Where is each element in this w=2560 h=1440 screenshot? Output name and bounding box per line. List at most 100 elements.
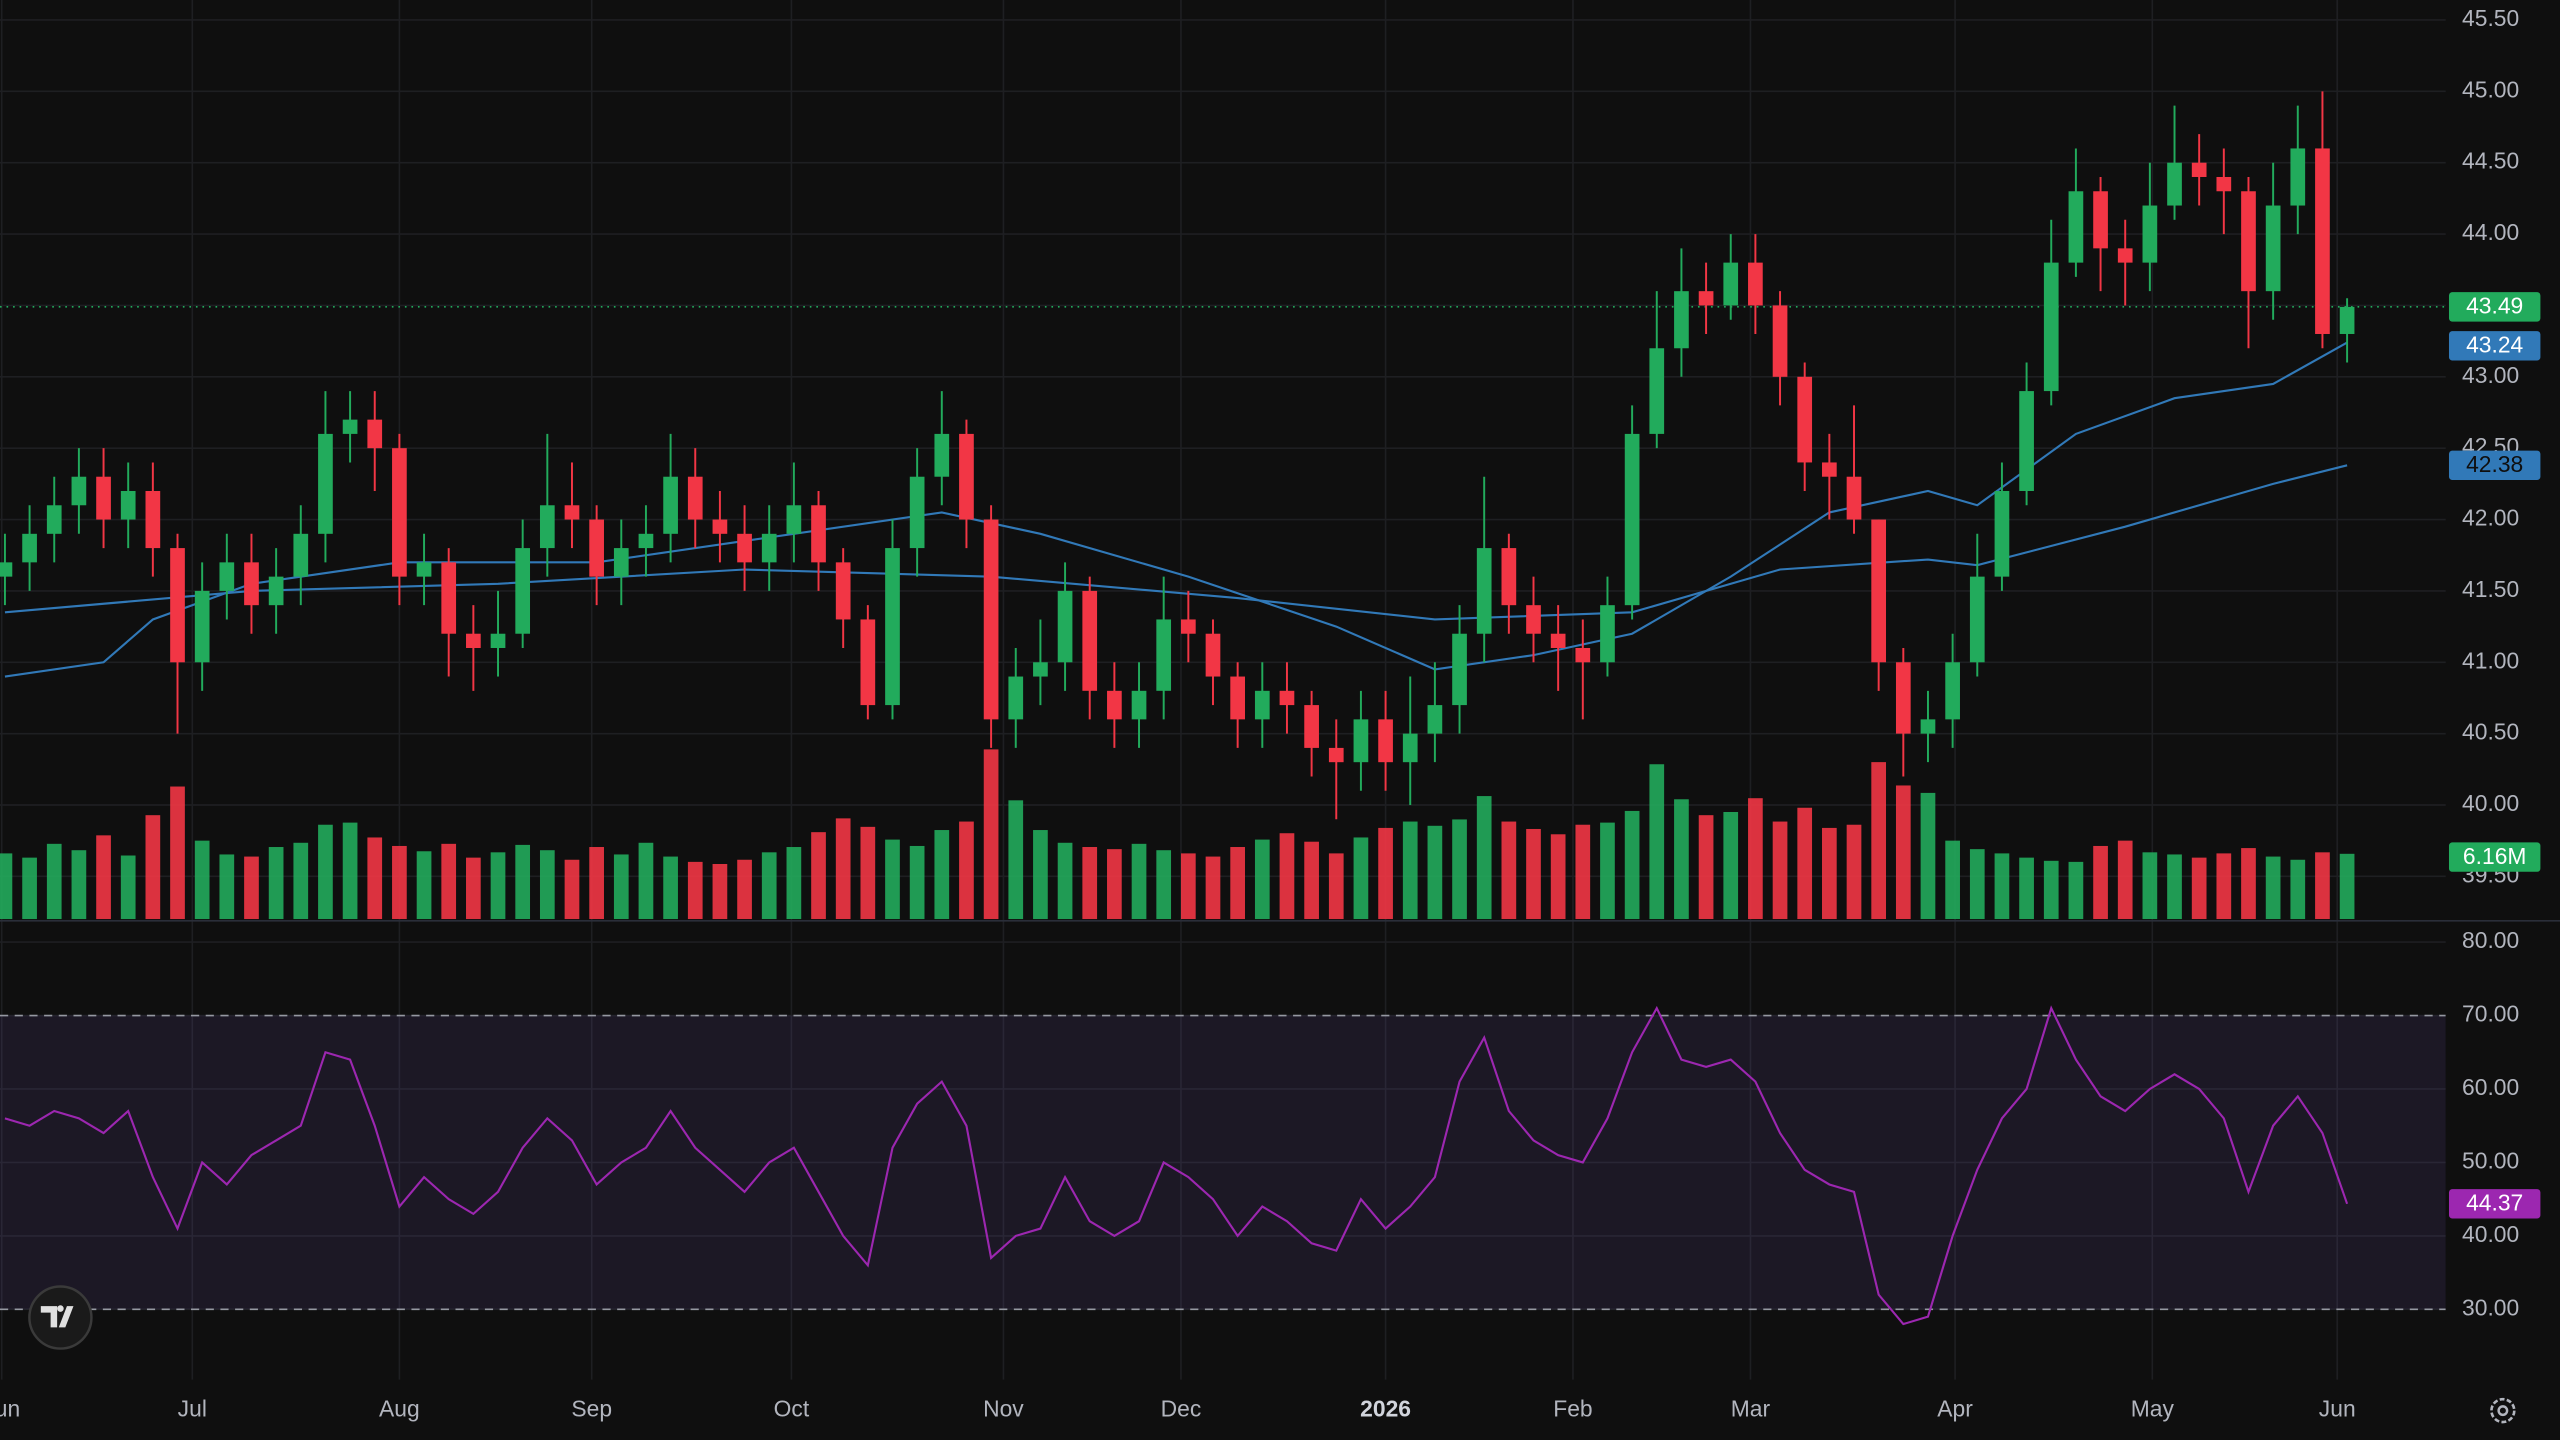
y-tick-label: 42.00 [2462,505,2519,531]
candle-body [1624,433,1640,606]
tradingview-logo[interactable] [28,1285,93,1350]
volume-bar [2043,860,2059,920]
rsi-band [0,1015,2446,1310]
volume-bar [490,852,506,920]
rsi-tick-label: 80.00 [2462,927,2519,953]
volume-bar [2339,853,2355,920]
candle-body [1674,291,1689,349]
volume-label-bg [2448,842,2541,872]
settings-button[interactable] [2490,1397,2516,1424]
volume-bar [1501,821,1517,920]
candle-body [687,476,703,520]
candle-body [1402,733,1418,763]
candle-body [1895,662,1911,734]
volume-bar [2167,854,2182,920]
volume-bar [860,826,876,920]
candle-body [71,476,87,506]
candle-body [416,562,432,577]
volume-bar [1304,841,1319,920]
volume-bar [1254,839,1270,920]
candle-body [466,633,481,648]
volume-bar [1476,796,1492,920]
candle-body [2339,306,2355,334]
volume-bar [1895,785,1911,920]
volume-bar [244,856,259,920]
volume-bar [2216,853,2232,920]
x-tick-label: Aug [379,1396,420,1422]
volume-bar [761,852,777,920]
y-tick-label: 44.50 [2462,148,2519,174]
volume-bar [2019,857,2034,920]
candle-body [46,505,62,534]
candle-body [1378,719,1393,763]
rsi-tick-label: 40.00 [2462,1221,2519,1247]
candle-body [293,533,309,577]
candle-body [761,533,777,563]
candle-body [1698,291,1714,306]
candle-body [1945,662,1960,720]
volume-bar [687,861,703,920]
volume-bar [293,842,309,920]
candle-body [342,419,358,434]
candle-body [1452,633,1467,706]
candle-body [2019,391,2034,491]
volume-bar [1402,821,1418,920]
candle-body [1772,305,1788,377]
volume-bar [613,854,629,920]
volume-bar [2290,859,2306,920]
y-tick-label: 44.00 [2462,219,2519,245]
candle-body [1575,647,1591,663]
volume-bar [1107,849,1122,920]
volume-bar [1427,825,1443,920]
candle-body [2216,176,2232,192]
candle-body [983,519,999,720]
candle-body [1057,590,1073,663]
volume-bar [934,830,950,920]
volume-bar [737,859,752,920]
volume-bar [1279,833,1295,920]
x-tick-label: Dec [1161,1396,1202,1422]
x-tick-label: Jun [2319,1396,2356,1422]
candle-body [1526,605,1541,634]
candle-body [1328,747,1344,763]
candle-body [811,505,826,563]
volume-bar [539,850,555,920]
volume-bar [909,845,925,920]
volume-bar [416,851,432,920]
candle-body [392,448,407,577]
candle-body [1427,705,1443,734]
candle-body [1230,676,1245,720]
volume-label: 6.16M [2463,843,2527,869]
volume-bar [2315,852,2330,920]
candle-body [1550,633,1566,648]
volume-bar [2093,845,2108,920]
y-tick-label: 41.00 [2462,647,2519,673]
volume-bar [885,839,900,920]
volume-bar [1230,847,1245,920]
candle-body [860,619,876,706]
candle-body [712,519,728,534]
candle-body [613,548,629,577]
volume-bar [1871,762,1887,920]
volume-bar [663,856,678,920]
candle-body [1304,705,1319,748]
volume-bar [1452,819,1467,920]
volume-layer [0,749,2355,920]
candle-body [1107,690,1122,720]
candle-body [663,476,678,534]
candle-body [219,562,235,591]
candle-body [909,476,925,549]
rsi-tick-label: 30.00 [2462,1294,2519,1320]
candle-body [1994,490,2010,577]
grid-layer [0,0,2446,1380]
volume-bar [2142,852,2158,920]
volume-bar [1846,824,1862,920]
candle-body [1600,605,1615,663]
volume-bar [1969,849,1985,920]
volume-bar [22,857,37,920]
volume-bar [1057,842,1073,920]
volume-bar [1205,856,1221,920]
volume-bar [194,840,210,920]
candle-body [1156,619,1172,691]
